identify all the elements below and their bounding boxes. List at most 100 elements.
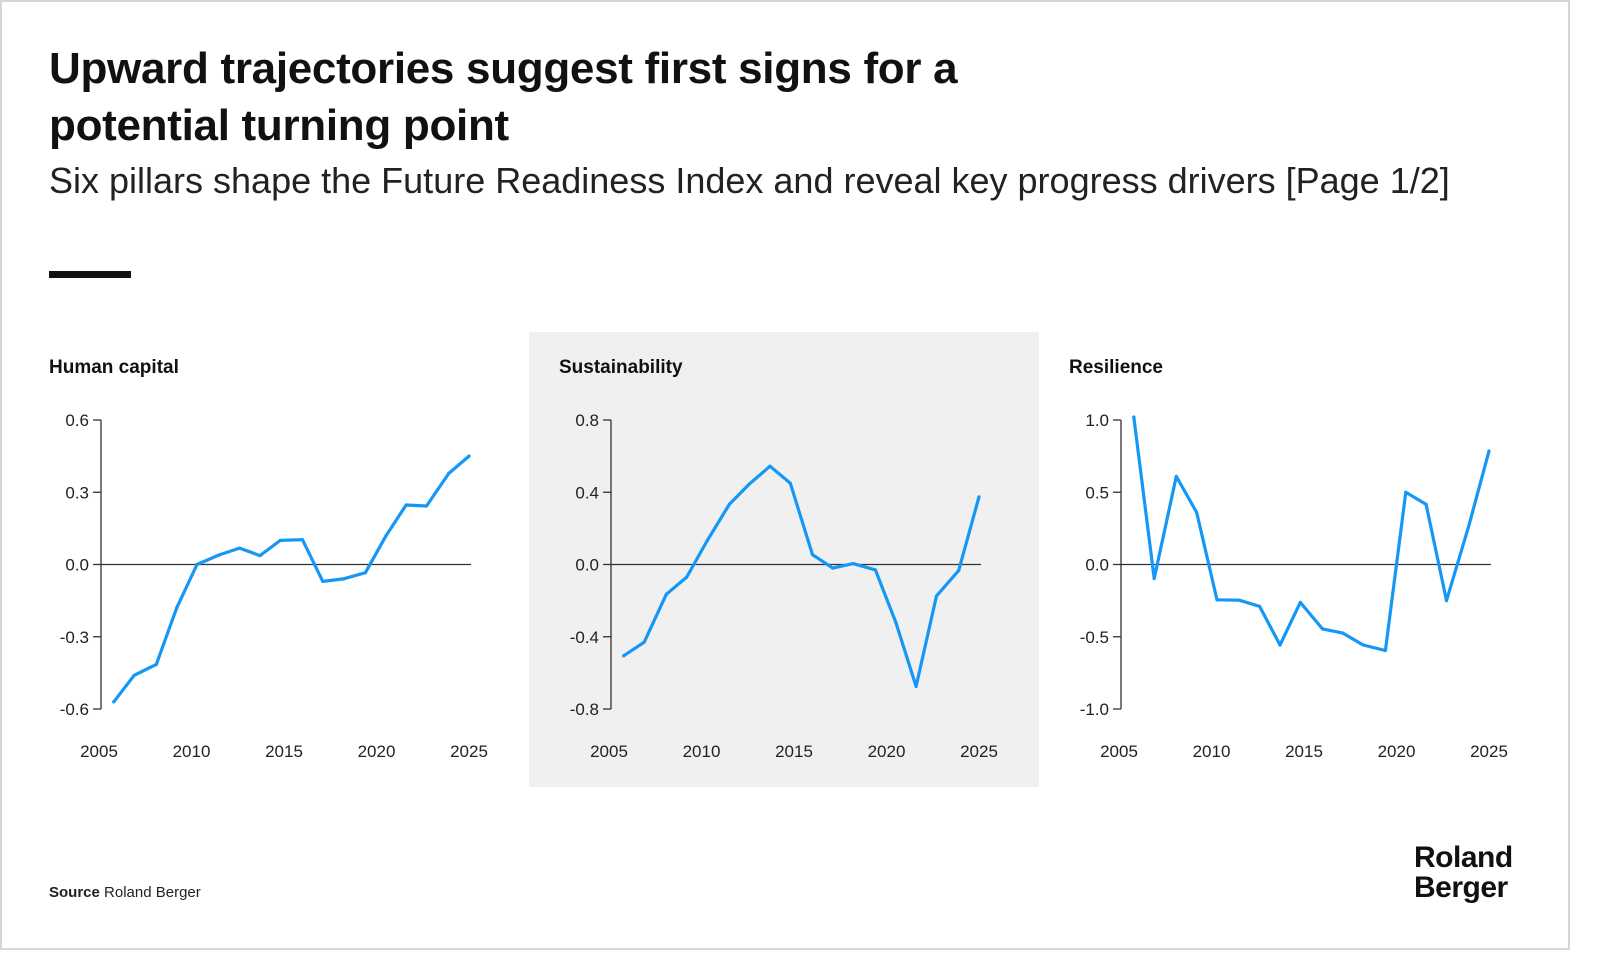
data-point [1258,604,1262,609]
data-point [1278,643,1282,647]
data-point [1424,502,1428,506]
y-tick-label: 0.5 [1085,483,1109,502]
data-point [132,673,136,677]
data-point [1237,598,1241,602]
data-point [934,594,939,598]
series-line [1132,415,1491,653]
data-point [258,553,262,558]
data-point [1320,627,1325,631]
y-tick-label: -0.6 [60,700,89,719]
data-point [1215,598,1219,602]
chart-human-capital: 0.6 0.3 0.0 -0.3 -0.6 2005 2010 2015 2020 2025 [60,411,488,761]
data-point [238,546,242,550]
data-point [195,562,199,567]
y-tick-label: 0.0 [575,556,599,575]
data-point [1404,490,1408,494]
y-tick-label: 0.4 [575,483,599,502]
x-tick-label: 2020 [358,742,396,761]
y-tick-label: 1.0 [1085,411,1109,430]
data-point [685,575,689,579]
page-subtitle: Six pillars shape the Future Readiness I… [49,160,1450,201]
x-tick-label: 2015 [265,742,303,761]
x-tick-label: 2010 [1193,742,1231,761]
y-tick-label: 0.6 [65,411,89,430]
chart-resilience: 1.0 0.5 0.0 -0.5 -1.0 2005 2010 2015 2020 2025 [1080,411,1508,761]
source-value: Roland Berger [104,884,201,901]
data-point [768,464,772,468]
data-point [705,539,709,543]
x-tick-label: 2010 [683,742,721,761]
y-tick-label: -0.4 [570,628,599,647]
data-point [112,700,116,704]
x-tick-label: 2020 [1378,742,1416,761]
chart-title-human-capital: Human capital [49,357,179,378]
data-point [622,654,626,658]
title-rule [49,271,131,278]
data-point [957,568,961,573]
data-point [1487,449,1491,453]
data-point [1195,510,1199,515]
x-tick-label: 2025 [450,742,488,761]
data-point [810,553,815,557]
data-point [1383,648,1387,653]
data-point [727,502,731,506]
source-note: Source Roland Berger [49,884,201,901]
x-tick-label: 2025 [1470,742,1508,761]
data-point [175,606,179,610]
data-point [642,640,646,644]
data-point [424,504,429,508]
y-tick-label: 0.0 [1085,556,1109,575]
data-point [748,482,752,486]
x-tick-label: 2010 [173,742,211,761]
y-tick-label: 0.3 [65,483,89,502]
data-point [217,553,221,557]
data-point [851,561,855,566]
y-tick-label: -0.8 [570,700,599,719]
data-point [384,534,388,538]
data-point [1361,643,1365,647]
data-point [300,538,305,542]
x-tick-label: 2005 [590,742,628,761]
logo-line-1: Roland [1414,841,1513,874]
data-point [977,495,981,499]
series-line [112,454,471,704]
y-tick-label: -1.0 [1080,700,1109,719]
y-tick-label: -0.5 [1080,628,1109,647]
data-point [894,620,898,624]
x-tick-label: 2020 [868,742,906,761]
y-tick-label: 0.8 [575,411,599,430]
slide-frame [0,0,1570,950]
series-line [622,464,981,688]
data-point [278,538,282,543]
logo-line-2: Berger [1414,871,1508,904]
page-title: Upward trajectories suggest first signs … [49,44,958,150]
data-point [1341,631,1345,635]
data-point [404,503,408,507]
data-point [447,471,451,476]
data-point [1467,524,1471,528]
source-label: Source [49,884,100,901]
chart-sustainability: 0.8 0.4 0.0 -0.4 -0.8 2005 2010 2015 2020 2025 [570,411,998,761]
highlight-panel [529,332,1039,787]
data-point [363,571,367,575]
y-tick-label: -0.3 [60,628,89,647]
chart-title-sustainability: Sustainability [559,357,683,378]
data-point [914,684,918,689]
roland-berger-logo: Roland Berger [1414,843,1513,903]
data-point [1132,415,1136,419]
x-tick-label: 2025 [960,742,998,761]
data-point [788,481,792,485]
data-point [154,662,158,667]
data-point [873,568,877,572]
data-point [1444,599,1449,603]
x-tick-label: 2015 [775,742,813,761]
chart-title-resilience: Resilience [1069,357,1163,378]
data-point [467,454,471,458]
x-tick-label: 2005 [80,742,118,761]
x-tick-label: 2015 [1285,742,1323,761]
data-point [321,579,325,583]
data-point [664,592,668,596]
data-point [1152,576,1156,581]
data-point [831,566,835,570]
data-point [1174,474,1178,478]
